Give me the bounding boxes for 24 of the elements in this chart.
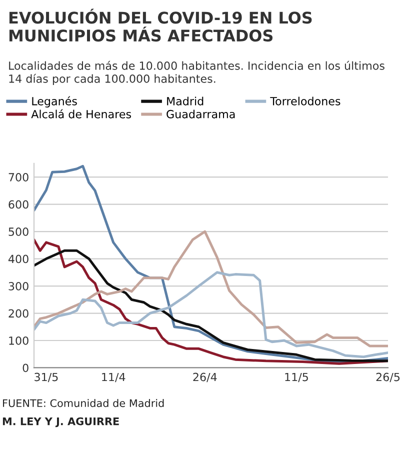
y-tick-label: 700 — [8, 173, 28, 182]
legend-label: Madrid — [167, 96, 204, 106]
y-tick-label: 100 — [9, 336, 28, 345]
chart-subtitle: Localidades de más de 10.000 habitantes. Incidencia en los últimos 14 días por cada 100.000 habitantes. — [9, 60, 384, 86]
legend-label: Guadarrama — [166, 110, 235, 118]
y-tick-label: 400 — [8, 254, 28, 264]
line-series — [34, 230, 388, 348]
y-tick-label: 300 — [8, 282, 28, 290]
y-tick-label: 200 — [8, 309, 28, 318]
x-tick-label: 26/4 — [193, 372, 217, 382]
line-series — [34, 271, 388, 358]
source-note: FUENTE: Comunidad de Madrid — [3, 399, 164, 408]
x-tick-label: 26/5 — [376, 372, 400, 382]
legend-label: Leganés — [32, 96, 77, 108]
legend-label: Torrelodones — [270, 96, 340, 106]
legend-label: Alcalá de Henares — [31, 109, 132, 118]
y-tick-label: 0 — [22, 364, 28, 372]
x-tick-label: 11/5 — [285, 372, 308, 382]
y-tick-label: 500 — [8, 228, 28, 236]
chart-title: EVOLUCIÓN DEL COVID-19 EN LOS MUNICIPIOS MÁS AFECTADOS — [9, 8, 312, 42]
x-tick-label: 31/5 — [34, 372, 58, 382]
x-tick-label: 11/4 — [102, 372, 126, 382]
y-tick-label: 600 — [8, 200, 28, 209]
text: M. LEY Y J. AGUIRRE — [2, 417, 119, 428]
